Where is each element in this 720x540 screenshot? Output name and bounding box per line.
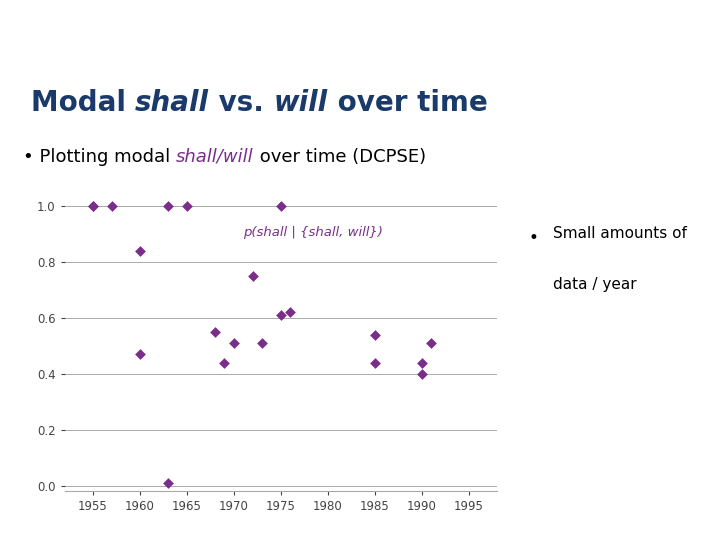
- Point: [284, 308, 296, 316]
- Point: [369, 330, 380, 339]
- Text: will: will: [274, 89, 328, 117]
- Text: vs.: vs.: [210, 89, 274, 117]
- Point: [275, 201, 287, 210]
- Point: [162, 201, 174, 210]
- Point: [219, 359, 230, 367]
- Text: p(shall | {shall, will}): p(shall | {shall, will}): [243, 226, 383, 239]
- Text: shall/will: shall/will: [176, 147, 253, 166]
- Text: over time (DCPSE): over time (DCPSE): [253, 147, 426, 166]
- Point: [228, 339, 240, 347]
- Point: [416, 359, 428, 367]
- Point: [134, 246, 145, 255]
- Point: [275, 311, 287, 320]
- Text: †UCL: †UCL: [649, 29, 704, 49]
- Point: [416, 369, 428, 378]
- Text: • Plotting modal: • Plotting modal: [23, 147, 176, 166]
- Point: [87, 201, 99, 210]
- Point: [426, 339, 437, 347]
- Point: [181, 201, 193, 210]
- Point: [87, 201, 99, 210]
- Text: over time: over time: [328, 89, 487, 117]
- Text: •: •: [528, 229, 538, 247]
- Point: [256, 339, 268, 347]
- Point: [210, 328, 221, 336]
- Text: Modal: Modal: [30, 89, 135, 117]
- Point: [162, 478, 174, 487]
- Text: data / year: data / year: [554, 278, 637, 292]
- Point: [106, 201, 117, 210]
- Point: [134, 350, 145, 359]
- Text: shall: shall: [135, 89, 210, 117]
- Text: Small amounts of: Small amounts of: [554, 226, 688, 241]
- Point: [369, 359, 380, 367]
- Point: [247, 272, 258, 280]
